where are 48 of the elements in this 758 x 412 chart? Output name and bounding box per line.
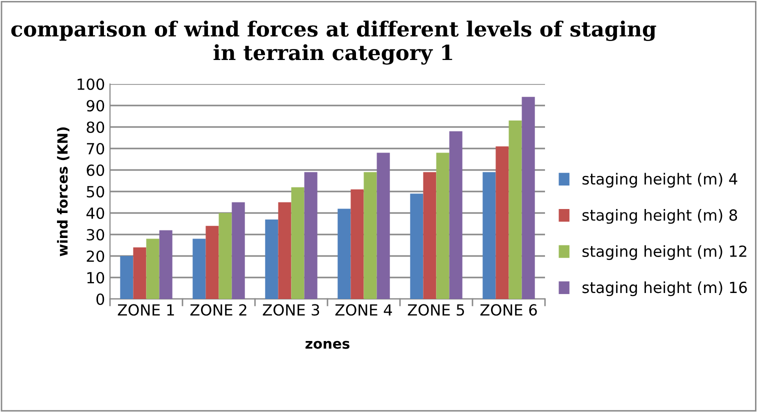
bar (159, 230, 172, 299)
bar (120, 256, 134, 299)
y-tick-label: 60 (86, 164, 104, 176)
bar (410, 194, 424, 299)
bar (508, 120, 522, 299)
legend-label: staging height (m) 4 (582, 172, 738, 188)
y-tick-label: 70 (86, 142, 104, 155)
y-tick-label: 20 (86, 250, 104, 262)
bar (376, 152, 390, 299)
legend-label: staging height (m) 12 (582, 245, 746, 260)
bar (265, 219, 278, 299)
y-tick-label: 90 (86, 100, 104, 112)
y-tick-label: 0 (96, 293, 104, 306)
legend-label: staging height (m) 16 (582, 281, 747, 296)
chart-title: comparison of wind forces at different levels of staging in terrain category 1 (11, 20, 656, 65)
bar (364, 172, 377, 299)
bar (482, 172, 496, 299)
bar (449, 131, 462, 299)
x-tick-label: ZONE 3 (262, 304, 320, 316)
bar (522, 96, 535, 299)
x-tick-label: ZONE 1 (118, 304, 174, 316)
bar (291, 187, 304, 299)
bar (304, 172, 318, 299)
x-axis-title: zones (306, 340, 350, 349)
bar (232, 202, 245, 299)
bar (146, 238, 160, 299)
x-tick-label: ZONE 6 (480, 304, 537, 316)
y-tick-label: 40 (86, 207, 104, 220)
legend-label: staging height (m) 8 (582, 209, 738, 224)
y-tick-label: 50 (86, 186, 104, 198)
bar (278, 202, 292, 299)
bar (436, 152, 450, 299)
y-tick-label: 100 (78, 78, 104, 90)
x-tick-label: ZONE 4 (335, 304, 392, 316)
bar (338, 208, 351, 299)
y-tick-label: 80 (86, 121, 104, 134)
y-tick-label: 10 (87, 272, 104, 284)
y-axis-title: wind forces (KN) (56, 127, 70, 256)
bar (133, 247, 146, 299)
bar (496, 146, 509, 299)
bar (206, 226, 219, 299)
bar (350, 189, 364, 299)
x-tick-label: ZONE 5 (408, 304, 464, 316)
bar (218, 213, 232, 299)
y-tick-label: 30 (86, 228, 104, 241)
bar (192, 238, 206, 299)
bar (423, 172, 436, 299)
x-tick-label: ZONE 2 (190, 304, 246, 316)
